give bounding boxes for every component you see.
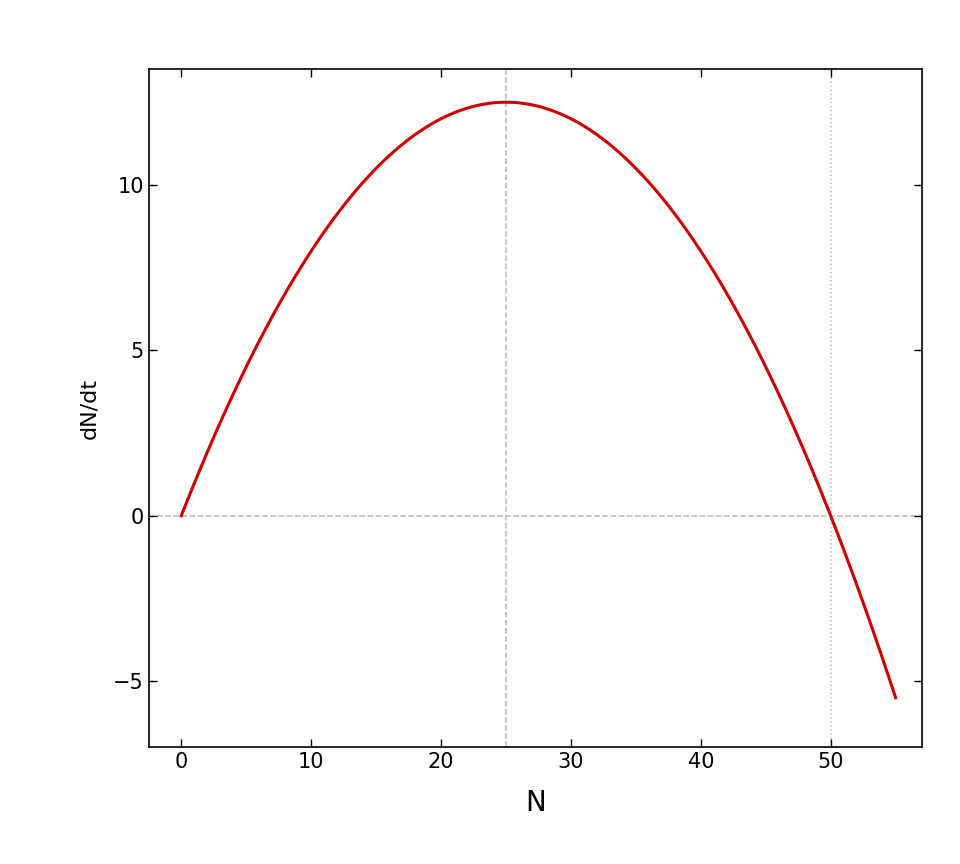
- Y-axis label: dN/dt: dN/dt: [80, 378, 99, 439]
- X-axis label: N: N: [525, 789, 545, 816]
